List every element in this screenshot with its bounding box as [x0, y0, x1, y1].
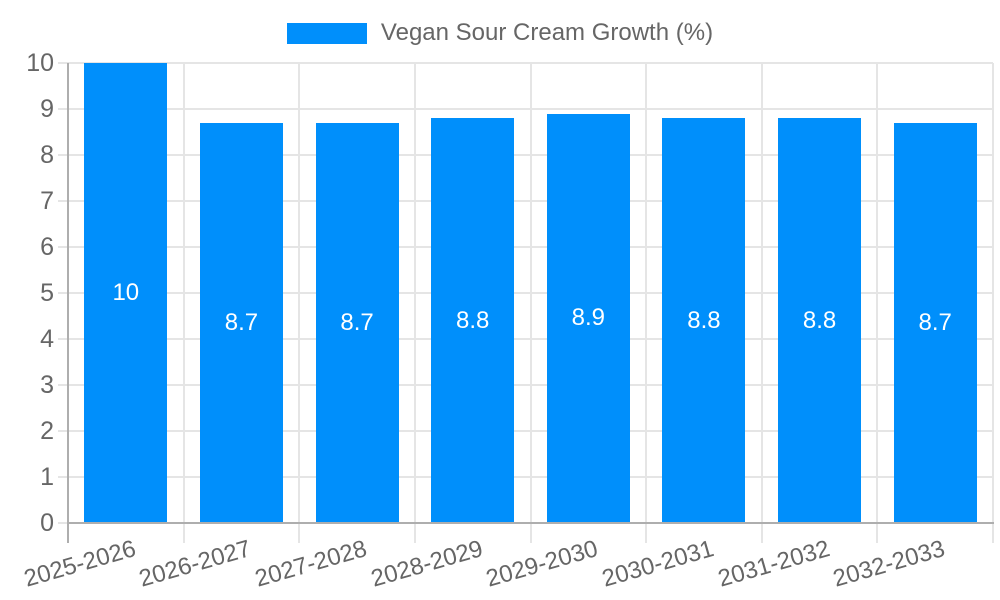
y-gridline: [58, 384, 993, 386]
bar[interactable]: [315, 122, 399, 523]
bar[interactable]: [778, 118, 862, 523]
legend-label: Vegan Sour Cream Growth (%): [380, 19, 714, 46]
y-axis-line: [67, 63, 69, 543]
y-axis-tick-label: 5: [40, 279, 54, 307]
x-gridline: [182, 63, 185, 543]
bar[interactable]: [199, 122, 283, 523]
x-gridline: [992, 63, 994, 543]
y-gridline: [58, 200, 993, 202]
y-axis-tick-label: 10: [26, 49, 54, 77]
y-gridline: [58, 476, 993, 478]
bar-value-label: 8.7: [918, 308, 952, 336]
bar[interactable]: [546, 113, 630, 523]
x-gridline: [760, 63, 763, 543]
x-gridline: [413, 63, 416, 543]
y-gridline: [58, 430, 993, 432]
bar[interactable]: [662, 118, 746, 523]
x-gridline: [645, 63, 648, 543]
bar-value-label: 8.7: [224, 308, 259, 336]
bar-value-label: 8.8: [802, 306, 837, 334]
bar[interactable]: [893, 122, 977, 523]
y-axis-tick-label: 6: [40, 233, 54, 261]
y-axis-tick-label: 0: [40, 509, 54, 537]
y-axis-tick-label: 2: [40, 417, 54, 445]
x-gridline: [529, 63, 532, 543]
bar-value-label: 8.8: [456, 306, 490, 334]
y-gridline: [58, 292, 993, 294]
bar-value-label: 8.7: [340, 308, 374, 336]
y-gridline: [58, 154, 993, 156]
x-axis-line: [67, 522, 994, 524]
bar-value-label: 8.8: [687, 306, 721, 334]
y-axis-tick-label: 3: [40, 371, 54, 399]
bar-value-label: 8.9: [571, 304, 605, 332]
legend-swatch-icon: [286, 22, 367, 44]
y-axis-tick-label: 9: [40, 95, 54, 123]
chart-legend[interactable]: Vegan Sour Cream Growth (%): [0, 21, 1000, 45]
y-gridline: [58, 108, 993, 110]
y-gridline: [58, 246, 993, 248]
x-gridline: [298, 63, 301, 543]
y-gridline: [58, 62, 993, 64]
bar[interactable]: [84, 63, 168, 523]
y-axis-tick-label: 8: [40, 141, 54, 169]
y-axis-tick-label: 1: [40, 463, 54, 491]
x-gridline: [876, 63, 879, 543]
bar-value-label: 10: [112, 279, 140, 306]
bar[interactable]: [431, 118, 515, 523]
y-gridline: [58, 338, 993, 340]
y-axis-tick-label: 7: [40, 187, 54, 215]
y-axis-tick-label: 4: [40, 325, 54, 353]
